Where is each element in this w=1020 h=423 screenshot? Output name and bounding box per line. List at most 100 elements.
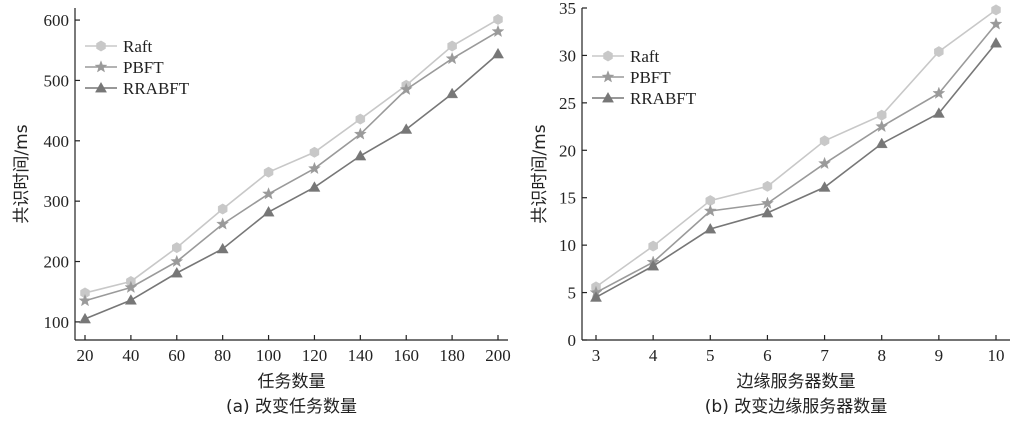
x-tick-label: 180 [439, 346, 465, 365]
series-line-raft [595, 9, 997, 288]
data-point-raft [705, 195, 716, 207]
x-axis-title: 边缘服务器数量 [737, 372, 856, 392]
data-point-pbft [491, 24, 505, 38]
data-point-rrabft [932, 107, 945, 118]
series-line-pbft [595, 23, 997, 294]
data-point-raft [819, 135, 830, 147]
x-tick-label: 160 [393, 346, 419, 365]
x-tick-label: 200 [485, 346, 511, 365]
x-tick-label: 140 [348, 346, 374, 365]
legend-label-raft: Raft [123, 37, 153, 56]
legend-label-pbft: PBFT [630, 68, 671, 87]
legend-label-rrabft: RRABFT [123, 79, 190, 98]
series-raft [80, 13, 503, 299]
data-point-rrabft [262, 206, 275, 217]
legend-label-raft: Raft [630, 47, 660, 66]
data-point-rrabft [590, 291, 602, 302]
data-point-pbft [932, 86, 946, 99]
x-tick-label: 80 [214, 346, 231, 365]
y-tick-label: 500 [44, 71, 70, 90]
figure-caption: (a) 改变任务数量 [226, 397, 357, 417]
data-point-raft [991, 4, 1001, 16]
data-point-rrabft [704, 223, 717, 234]
x-axis-title: 任务数量 [258, 372, 326, 392]
data-point-raft [355, 113, 366, 125]
data-point-pbft [399, 82, 413, 95]
data-point-rrabft [79, 312, 91, 324]
data-point-raft [309, 146, 320, 158]
legend-marker-rrabft [602, 91, 614, 103]
data-point-pbft [216, 217, 230, 230]
data-point-rrabft [761, 206, 774, 218]
data-point-pbft [78, 293, 92, 307]
data-point-pbft [760, 196, 774, 209]
data-point-pbft [308, 161, 321, 175]
x-tick-label: 4 [649, 346, 658, 365]
legend-marker-raft [603, 50, 613, 62]
y-tick-label: 10 [559, 236, 576, 255]
data-point-pbft [989, 17, 1003, 30]
data-point-rrabft [990, 37, 1002, 48]
data-point-pbft [353, 127, 367, 140]
data-point-raft [648, 240, 658, 252]
data-point-raft [876, 109, 887, 121]
series-line-raft [84, 18, 499, 294]
legend-label-rrabft: RRABFT [630, 89, 697, 108]
series-pbft [78, 24, 505, 307]
data-point-rrabft [354, 149, 367, 161]
series-rrabft [79, 47, 504, 324]
data-point-pbft [262, 187, 275, 200]
chart-panel-1: 100 200 300 400 500 600 20 40 60 80 100 120 140 160 18… [12, 8, 511, 417]
data-point-rrabft [170, 266, 183, 278]
data-point-raft [762, 180, 773, 192]
x-tick-label: 3 [592, 346, 601, 365]
y-tick-label: 20 [559, 141, 576, 160]
data-point-pbft [875, 119, 889, 133]
data-point-rrabft [216, 242, 229, 254]
legend: Raft PBFT RRABFT [592, 47, 697, 108]
x-tick-label: 100 [256, 346, 282, 365]
x-tick-label: 10 [988, 346, 1005, 365]
series-rrabft [590, 37, 1002, 302]
data-point-rrabft [308, 181, 321, 192]
data-point-pbft [124, 280, 138, 293]
data-point-pbft [703, 204, 717, 217]
x-tick-label: 40 [122, 346, 139, 365]
x-tick-label: 9 [935, 346, 944, 365]
legend-label-pbft: PBFT [123, 58, 164, 77]
legend-marker-pbft [601, 70, 615, 83]
y-tick-label: 600 [44, 11, 70, 30]
data-point-pbft [445, 51, 459, 65]
y-axis-title: 共识时间/ms [530, 124, 550, 223]
data-point-raft [493, 13, 503, 25]
data-point-raft [263, 166, 274, 178]
y-axis-title: 共识时间/ms [12, 124, 32, 223]
data-point-raft [447, 40, 457, 52]
y-tick-label: 0 [568, 331, 577, 350]
data-point-rrabft [124, 294, 137, 305]
data-point-rrabft [818, 181, 831, 192]
figure-caption: (b) 改变边缘服务器数量 [705, 397, 887, 417]
legend-marker-pbft [94, 60, 108, 73]
x-tick-label: 6 [763, 346, 772, 365]
y-tick-label: 200 [44, 253, 70, 272]
data-point-rrabft [446, 87, 459, 99]
y-tick-label: 400 [44, 132, 70, 151]
data-point-rrabft [647, 260, 660, 271]
data-point-rrabft [875, 137, 888, 149]
series-line-rrabft [84, 53, 499, 320]
data-point-raft [172, 242, 182, 254]
x-tick-label: 60 [168, 346, 185, 365]
legend-marker-rrabft [95, 81, 107, 93]
legend: Raft PBFT RRABFT [85, 37, 190, 98]
data-point-rrabft [492, 47, 504, 59]
x-tick-label: 7 [820, 346, 829, 365]
series-line-pbft [84, 30, 499, 302]
y-tick-label: 5 [568, 284, 577, 303]
data-point-rrabft [400, 123, 413, 134]
y-tick-label: 30 [559, 46, 576, 65]
series-raft [591, 4, 1001, 293]
y-tick-label: 25 [559, 94, 576, 113]
